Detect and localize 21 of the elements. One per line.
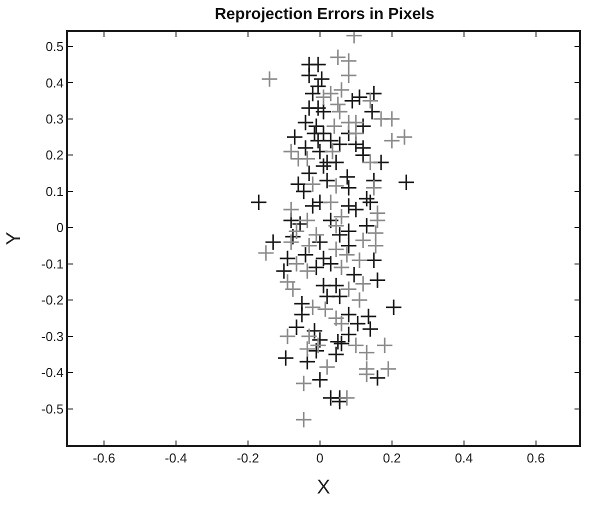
y-tick-label: 0.4 [46, 75, 64, 90]
x-tick-label: -0.6 [92, 450, 116, 466]
x-tick-label: 0.4 [454, 450, 473, 466]
chart-title: Reprojection Errors in Pixels [214, 6, 434, 23]
y-tick-label: 0.1 [46, 184, 64, 199]
y-tick-label: -0.1 [41, 256, 64, 272]
x-tick-label: -0.2 [236, 450, 260, 466]
y-tick-label: 0.3 [46, 112, 64, 126]
y-tick-label: -0.3 [41, 328, 64, 344]
y-tick-label: -0.5 [41, 401, 64, 416]
x-tick-label: -0.4 [164, 450, 188, 466]
y-tick-label: -0.4 [41, 365, 64, 380]
x-tick-label: 0 [316, 450, 324, 466]
y-axis-title: Y [3, 232, 26, 246]
y-tick-label: 0 [56, 220, 64, 236]
y-tick-label: 0.2 [46, 148, 64, 163]
x-tick-label: 0.2 [382, 450, 401, 466]
x-tick-label: 0.6 [526, 450, 545, 466]
x-axis-title: X [316, 476, 330, 498]
y-tick-label: 0.5 [46, 39, 64, 54]
y-tick-label: -0.2 [41, 292, 64, 308]
